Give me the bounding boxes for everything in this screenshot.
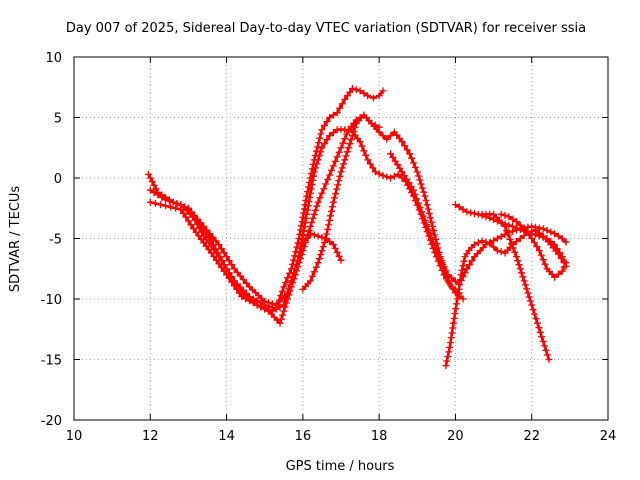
series-3 bbox=[146, 111, 467, 327]
series-4 bbox=[184, 204, 345, 309]
x-tick-label: 24 bbox=[600, 429, 617, 444]
x-tick-label: 12 bbox=[142, 429, 159, 444]
y-tick-label: 10 bbox=[45, 51, 62, 66]
x-tick-label: 18 bbox=[371, 429, 388, 444]
y-tick-label: 5 bbox=[54, 112, 62, 127]
series-markers bbox=[146, 111, 467, 327]
series-layer bbox=[144, 85, 570, 370]
y-tick-label: -15 bbox=[41, 354, 62, 369]
series-1 bbox=[144, 85, 387, 313]
series-5 bbox=[299, 111, 383, 293]
x-tick-label: 22 bbox=[523, 429, 540, 444]
series-markers bbox=[478, 210, 553, 363]
plot-frame bbox=[73, 56, 609, 421]
x-tick-label: 10 bbox=[66, 429, 83, 444]
x-tick-label: 14 bbox=[218, 429, 235, 444]
y-tick-label: -20 bbox=[41, 414, 62, 429]
axes: 10 12 14 16 18 20 22 24 -20 -15 -10 -5 0 5 10 bbox=[41, 51, 617, 444]
chart-title: Day 007 of 2025, Sidereal Day-to-day VTE… bbox=[66, 21, 586, 36]
y-tick-label: 0 bbox=[54, 172, 62, 187]
y-tick-label: -10 bbox=[41, 293, 62, 308]
series-markers bbox=[299, 111, 383, 293]
x-axis-label: GPS time / hours bbox=[286, 459, 395, 474]
series-6 bbox=[387, 150, 570, 288]
series-line bbox=[147, 87, 385, 310]
x-tick-label: 20 bbox=[447, 429, 464, 444]
grid bbox=[74, 57, 608, 420]
series-10 bbox=[478, 210, 553, 363]
series-markers bbox=[144, 85, 387, 313]
series-markers bbox=[497, 210, 570, 281]
y-axis-label: SDTVAR / TECUs bbox=[8, 186, 23, 293]
series-9 bbox=[497, 210, 570, 281]
x-tick-label: 16 bbox=[295, 429, 312, 444]
y-tick-label: -5 bbox=[49, 233, 62, 248]
series-markers bbox=[387, 150, 570, 288]
